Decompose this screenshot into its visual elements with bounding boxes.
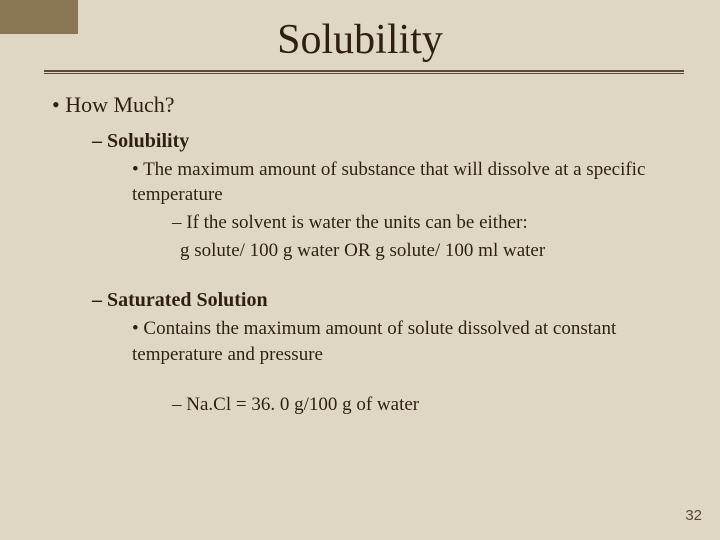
bullet-lvl4-nacl-example: Na.Cl = 36. 0 g/100 g of water [172, 392, 676, 418]
slide-content: How Much? Solubility The maximum amount … [52, 90, 676, 417]
corner-accent [0, 0, 78, 34]
bullet-lvl2-saturated: Saturated Solution [92, 287, 676, 314]
bullet-lvl4-units-values: g solute/ 100 g water OR g solute/ 100 m… [180, 238, 676, 264]
bullet-lvl1-how-much: How Much? [52, 90, 676, 120]
slide-title: Solubility [44, 16, 676, 64]
spacer [52, 265, 676, 287]
title-underline [44, 70, 684, 74]
bullet-lvl3-definition: The maximum amount of substance that wil… [132, 157, 676, 208]
spacer [52, 370, 676, 392]
bullet-lvl3-saturated-def: Contains the maximum amount of solute di… [132, 316, 676, 367]
bullet-lvl2-solubility: Solubility [92, 128, 676, 155]
page-number: 32 [685, 507, 702, 524]
slide-body: Solubility How Much? Solubility The maxi… [0, 0, 720, 417]
bullet-lvl4-units-intro: If the solvent is water the units can be… [172, 210, 676, 236]
